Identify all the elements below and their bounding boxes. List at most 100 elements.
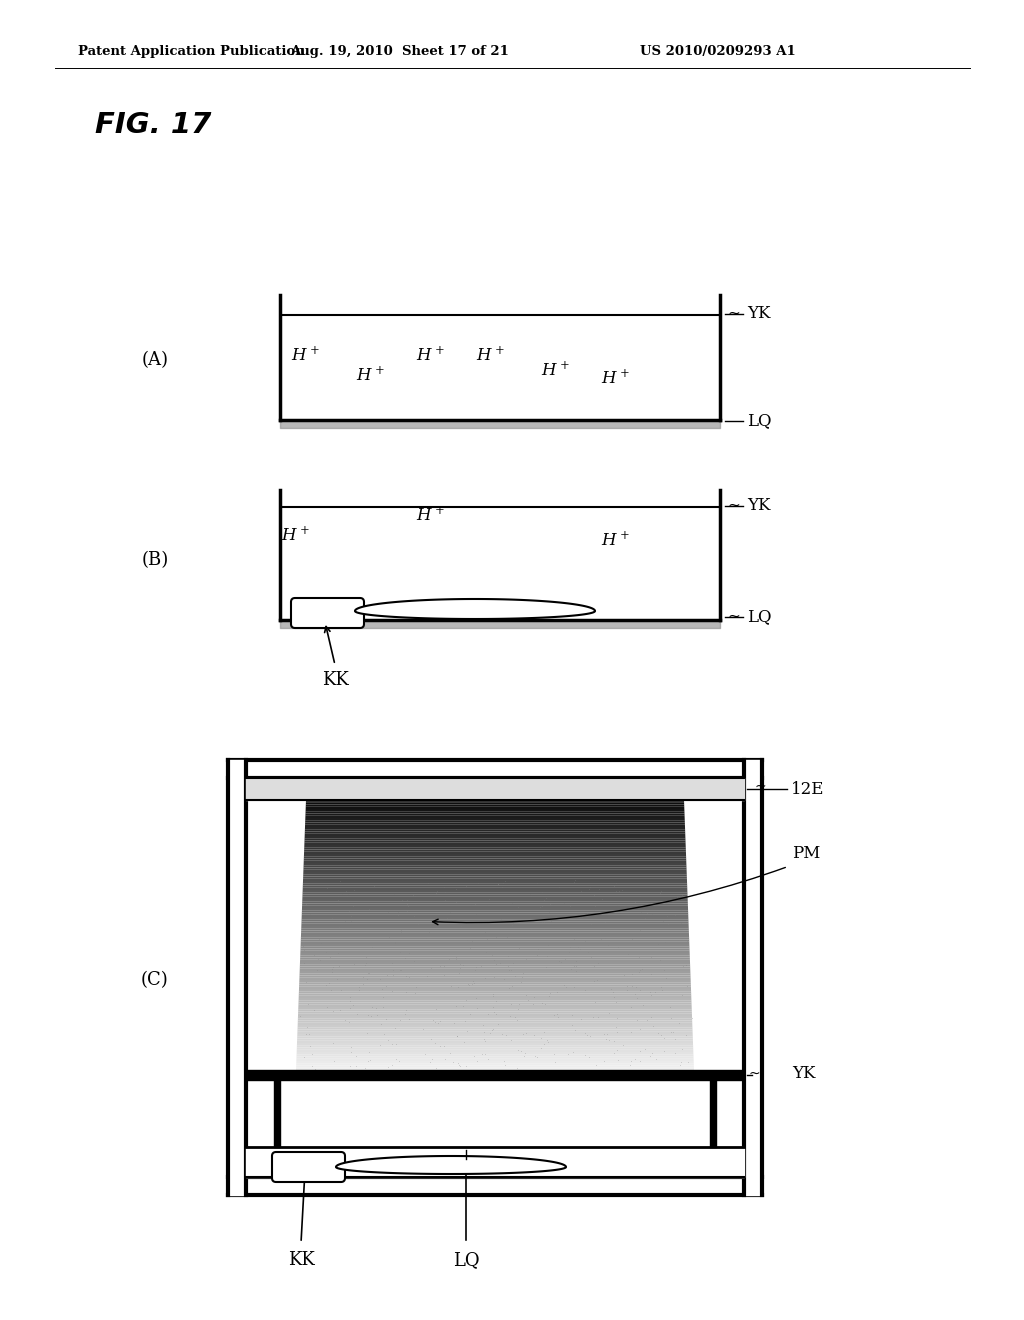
Polygon shape <box>297 1032 692 1034</box>
Polygon shape <box>301 924 689 927</box>
Polygon shape <box>299 978 690 979</box>
Polygon shape <box>297 1055 693 1056</box>
Polygon shape <box>296 1063 694 1065</box>
Polygon shape <box>304 850 686 851</box>
Text: ~: ~ <box>749 1067 761 1081</box>
Polygon shape <box>304 836 685 838</box>
Polygon shape <box>300 957 690 960</box>
Polygon shape <box>299 975 690 978</box>
Polygon shape <box>300 969 690 972</box>
Text: Aug. 19, 2010  Sheet 17 of 21: Aug. 19, 2010 Sheet 17 of 21 <box>291 45 509 58</box>
Polygon shape <box>305 828 685 829</box>
Text: ~: ~ <box>755 780 767 795</box>
Polygon shape <box>299 994 691 995</box>
Polygon shape <box>297 1048 693 1049</box>
Polygon shape <box>355 599 595 619</box>
Polygon shape <box>305 818 685 820</box>
Polygon shape <box>305 832 685 834</box>
Polygon shape <box>297 1036 693 1039</box>
Polygon shape <box>304 842 686 845</box>
Polygon shape <box>305 820 685 822</box>
Polygon shape <box>306 804 684 807</box>
Polygon shape <box>301 940 689 941</box>
Text: (A): (A) <box>141 351 169 370</box>
Polygon shape <box>298 1007 692 1010</box>
Polygon shape <box>298 1010 692 1011</box>
Polygon shape <box>305 822 685 825</box>
Text: $H^+$: $H^+$ <box>281 525 309 544</box>
Polygon shape <box>300 966 690 969</box>
Polygon shape <box>298 1026 692 1027</box>
Text: $H^+$: $H^+$ <box>291 346 319 364</box>
Polygon shape <box>300 972 690 973</box>
Polygon shape <box>298 1016 692 1018</box>
Polygon shape <box>302 911 688 912</box>
Polygon shape <box>304 838 685 841</box>
Text: (B): (B) <box>141 550 169 569</box>
Polygon shape <box>299 998 691 1001</box>
Polygon shape <box>303 870 687 873</box>
Polygon shape <box>303 867 686 870</box>
Polygon shape <box>298 1002 691 1005</box>
Polygon shape <box>297 1045 693 1048</box>
Polygon shape <box>296 1059 693 1061</box>
Polygon shape <box>305 825 685 828</box>
Polygon shape <box>301 921 688 924</box>
Polygon shape <box>303 888 687 890</box>
Polygon shape <box>300 946 689 949</box>
Polygon shape <box>298 1018 692 1020</box>
Polygon shape <box>302 899 688 902</box>
Polygon shape <box>303 883 687 886</box>
Polygon shape <box>303 863 686 865</box>
Polygon shape <box>302 896 688 899</box>
Polygon shape <box>303 865 686 867</box>
Polygon shape <box>305 813 685 816</box>
Polygon shape <box>299 979 691 982</box>
Polygon shape <box>301 931 689 933</box>
Polygon shape <box>296 1068 694 1071</box>
Polygon shape <box>301 928 689 931</box>
Polygon shape <box>297 1052 693 1055</box>
Polygon shape <box>303 880 687 883</box>
Polygon shape <box>301 941 689 944</box>
Polygon shape <box>297 1043 693 1045</box>
Polygon shape <box>303 876 687 879</box>
Polygon shape <box>304 857 686 858</box>
Polygon shape <box>302 908 688 911</box>
Text: LQ: LQ <box>746 609 771 626</box>
Polygon shape <box>303 874 687 876</box>
Polygon shape <box>298 1011 692 1014</box>
Polygon shape <box>303 886 687 888</box>
Polygon shape <box>300 949 689 950</box>
Polygon shape <box>302 903 688 906</box>
Polygon shape <box>304 851 686 854</box>
Polygon shape <box>301 919 688 921</box>
Polygon shape <box>299 991 691 994</box>
Polygon shape <box>305 834 685 836</box>
Text: $H^+$: $H^+$ <box>416 346 444 364</box>
Polygon shape <box>298 1020 692 1023</box>
Polygon shape <box>299 1001 691 1002</box>
Polygon shape <box>302 902 688 903</box>
Polygon shape <box>297 1034 693 1036</box>
Polygon shape <box>300 956 690 957</box>
Polygon shape <box>304 854 686 857</box>
Polygon shape <box>300 953 690 956</box>
Polygon shape <box>298 1023 692 1026</box>
Text: ~: ~ <box>727 305 739 321</box>
Polygon shape <box>299 985 691 987</box>
Polygon shape <box>306 807 684 809</box>
Polygon shape <box>300 950 690 953</box>
Text: ~: ~ <box>727 498 739 512</box>
Polygon shape <box>299 973 690 975</box>
Text: FIG. 17: FIG. 17 <box>95 111 211 139</box>
Text: KK: KK <box>288 1251 314 1269</box>
Text: ~: ~ <box>727 609 739 623</box>
Polygon shape <box>304 845 686 847</box>
Polygon shape <box>302 912 688 915</box>
Polygon shape <box>301 937 689 940</box>
Text: YK: YK <box>792 1064 815 1081</box>
Polygon shape <box>301 927 689 928</box>
Polygon shape <box>301 944 689 946</box>
Polygon shape <box>296 1056 693 1059</box>
